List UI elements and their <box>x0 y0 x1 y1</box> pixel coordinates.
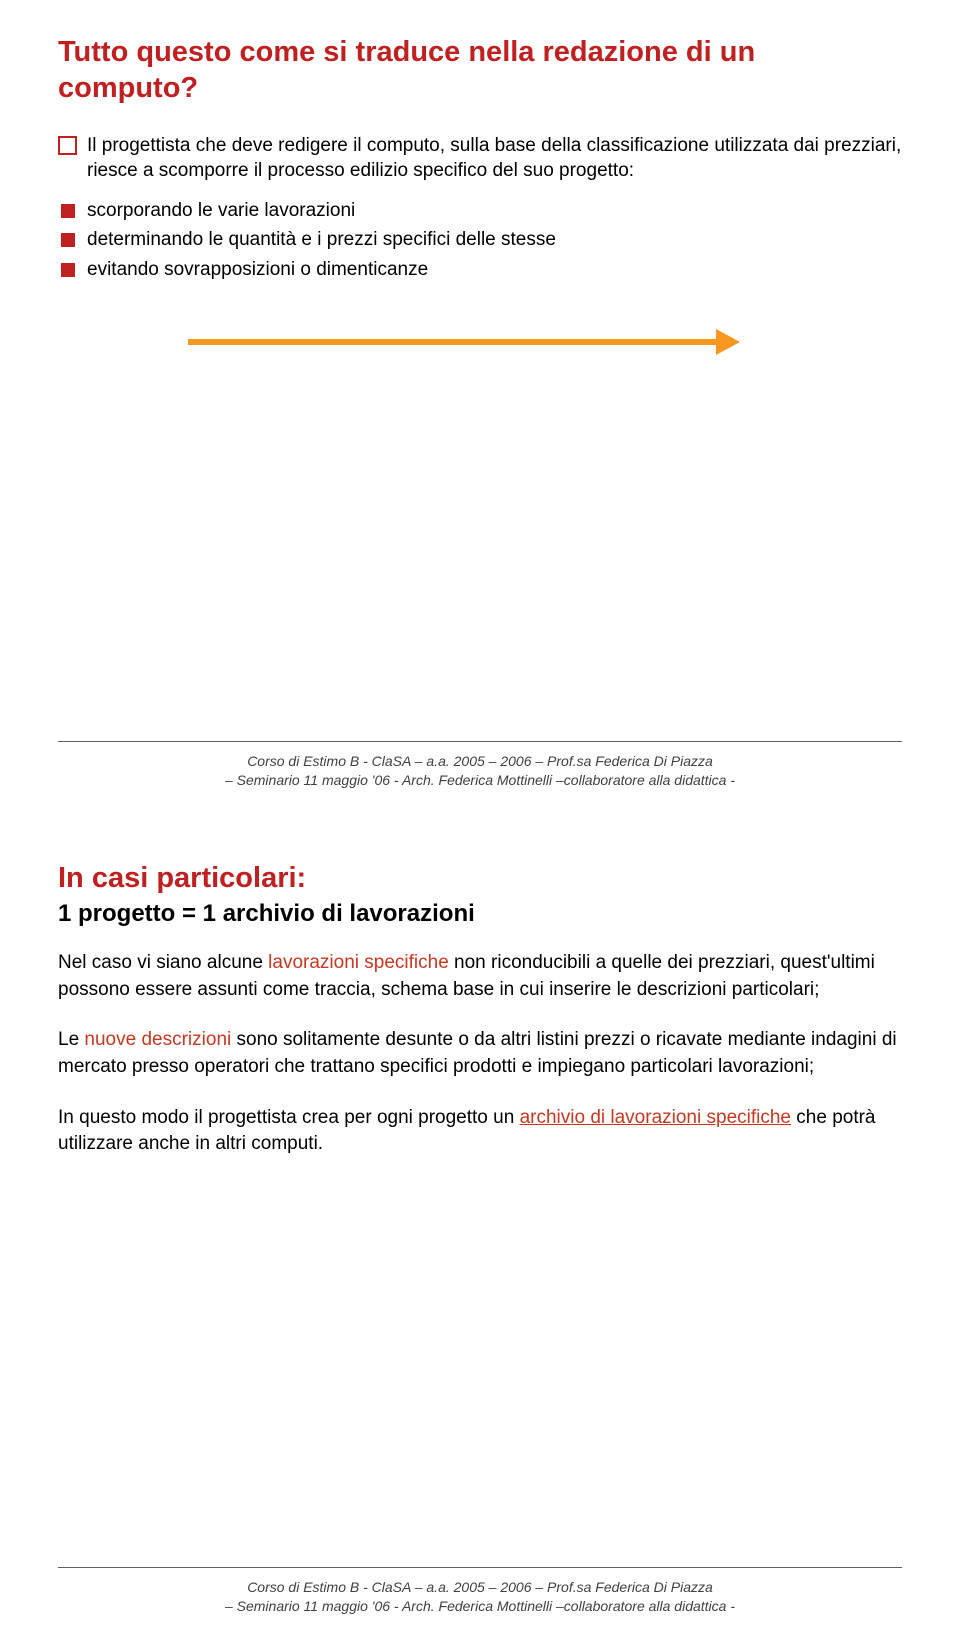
slide1-bullets: scorporando le varie lavorazioni determi… <box>58 198 902 283</box>
slide2-subtitle: 1 progetto = 1 archivio di lavorazioni <box>58 900 902 928</box>
slide-2: In casi particolari: 1 progetto = 1 arch… <box>0 826 960 1652</box>
slide2-p2: Le nuove descrizioni sono solitamente de… <box>58 1027 902 1080</box>
footer-divider <box>58 1567 902 1568</box>
arrow-head-icon <box>716 329 740 355</box>
arrow-graphic <box>188 339 902 345</box>
p1-highlight: lavorazioni specifiche <box>268 952 449 973</box>
bullet-text: determinando le quantità e i prezzi spec… <box>87 227 556 253</box>
slide2-footer: Corso di Estimo B - ClaSA – a.a. 2005 – … <box>0 1578 960 1616</box>
footer-line1: Corso di Estimo B - ClaSA – a.a. 2005 – … <box>0 752 960 771</box>
bullet-text: scorporando le varie lavorazioni <box>87 198 355 224</box>
square-bullet-icon <box>61 233 75 247</box>
p3-highlight: archivio di lavorazioni specifiche <box>520 1107 791 1128</box>
slide2-p3: In questo modo il progettista crea per o… <box>58 1105 902 1158</box>
p2-highlight: nuove descrizioni <box>84 1029 231 1050</box>
slide2-title: In casi particolari: <box>58 860 902 896</box>
p3-a: In questo modo il progettista crea per o… <box>58 1107 520 1128</box>
p1-a: Nel caso vi siano alcune <box>58 952 268 973</box>
slide1-intro-text: Il progettista che deve redigere il comp… <box>87 133 902 184</box>
p2-a: Le <box>58 1029 84 1050</box>
footer-line2: – Seminario 11 maggio '06 - Arch. Federi… <box>0 771 960 790</box>
footer-divider <box>58 741 902 742</box>
square-bullet-icon <box>61 204 75 218</box>
checkbox-icon <box>58 136 77 155</box>
list-item: evitando sovrapposizioni o dimenticanze <box>58 257 902 283</box>
list-item: scorporando le varie lavorazioni <box>58 198 902 224</box>
slide1-footer: Corso di Estimo B - ClaSA – a.a. 2005 – … <box>0 752 960 790</box>
slide2-p1: Nel caso vi siano alcune lavorazioni spe… <box>58 950 902 1003</box>
slide1-title: Tutto questo come si traduce nella redaz… <box>58 34 902 107</box>
slide1-intro-block: Il progettista che deve redigere il comp… <box>58 133 902 194</box>
bullet-text: evitando sovrapposizioni o dimenticanze <box>87 257 428 283</box>
footer-line2: – Seminario 11 maggio '06 - Arch. Federi… <box>0 1597 960 1616</box>
square-bullet-icon <box>61 263 75 277</box>
footer-line1: Corso di Estimo B - ClaSA – a.a. 2005 – … <box>0 1578 960 1597</box>
slide-1: Tutto questo come si traduce nella redaz… <box>0 0 960 826</box>
list-item: determinando le quantità e i prezzi spec… <box>58 227 902 253</box>
